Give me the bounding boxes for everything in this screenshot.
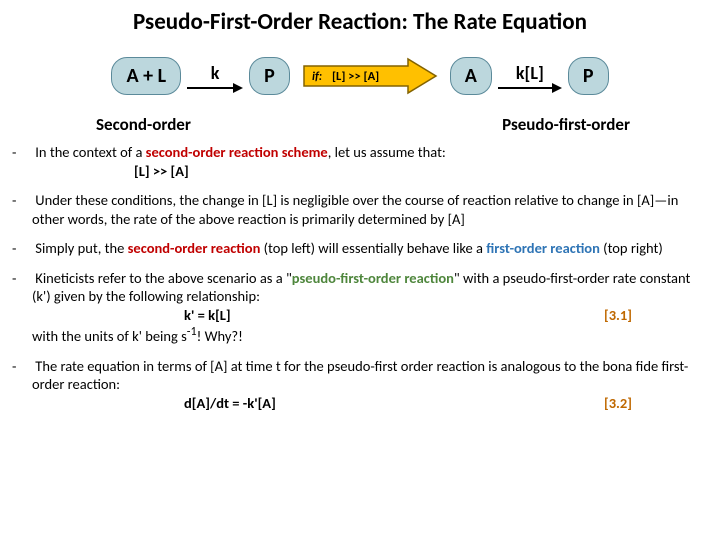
- bullet-2: - Under these conditions, the change in …: [14, 191, 702, 228]
- condition-arrow: if: [L] >> [A]: [300, 56, 440, 96]
- pseudo-first-order-label: Pseudo-first-order: [502, 114, 630, 135]
- diagram-labels: Second-order Pseudo-first-order: [0, 112, 720, 135]
- bullet-4: - Kineticists refer to the above scenari…: [14, 269, 702, 306]
- bullet-list: - In the context of a second-order react…: [0, 143, 720, 412]
- if-condition: [L] >> [A]: [332, 69, 379, 84]
- right-arrow-icon: [498, 81, 562, 95]
- bullet-1-math: [L] >> [A]: [14, 162, 702, 181]
- bullet-4-cont: with the units of k' being s-1! Why?!: [14, 324, 702, 345]
- bullet-3: - Simply put, the second-order reaction …: [14, 239, 702, 258]
- bullet-4-eq: k' = k[L] [3.1]: [14, 306, 702, 325]
- reaction-diagram: A + L k P if: [L] >> [A] A k[L] P: [0, 46, 720, 106]
- bullet-5-eq: d[A]/dt = -k'[A] [3.2]: [14, 394, 702, 413]
- arrow-k: k: [187, 58, 243, 95]
- eq-ref-3-1: [3.1]: [604, 306, 632, 325]
- second-order-label: Second-order: [96, 114, 191, 135]
- pill-p-right: P: [568, 57, 609, 95]
- if-text: if:: [312, 70, 322, 84]
- eq-ref-3-2: [3.2]: [604, 394, 632, 413]
- pill-a: A: [450, 57, 492, 95]
- hl-first-order-reaction: first-order reaction: [486, 239, 600, 257]
- hl-pseudo-first-order: pseudo-first-order reaction: [292, 269, 454, 287]
- pill-p-left: P: [249, 57, 290, 95]
- pill-a-plus-l: A + L: [111, 57, 181, 95]
- hl-second-order-scheme: second-order reaction scheme: [146, 143, 328, 161]
- bullet-1: - In the context of a second-order react…: [14, 143, 702, 162]
- arrow-kl: k[L]: [498, 58, 562, 95]
- block-arrow-icon: if: [L] >> [A]: [300, 56, 440, 96]
- slide-title: Pseudo-First-Order Reaction: The Rate Eq…: [0, 0, 720, 46]
- bullet-5: - The rate equation in terms of [A] at t…: [14, 357, 702, 394]
- right-arrow-icon: [187, 81, 243, 95]
- hl-second-order-reaction: second-order reaction: [128, 239, 261, 257]
